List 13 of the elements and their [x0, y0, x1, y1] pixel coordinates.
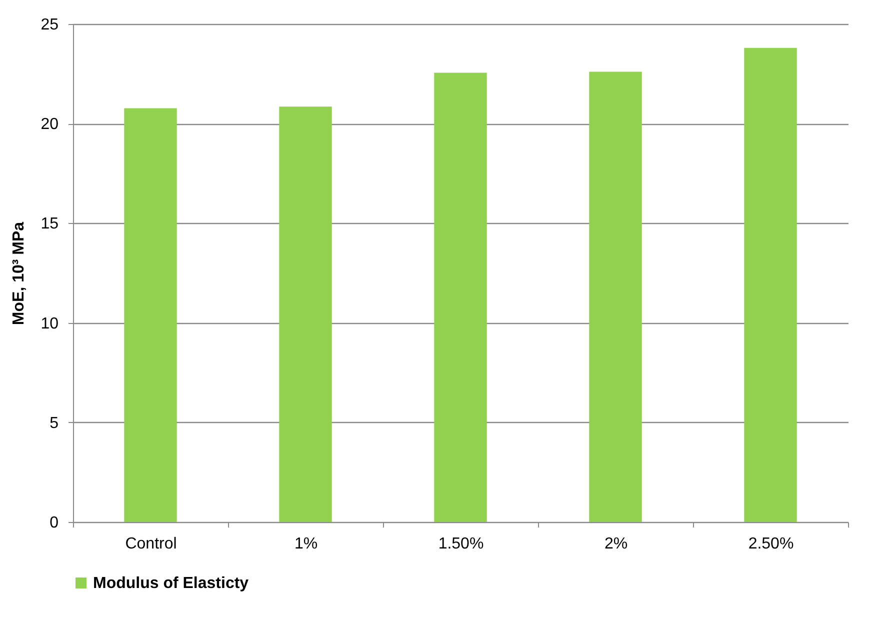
y-axis-title: MoE, 10³ MPa [10, 222, 28, 326]
y-tick-label: 15 [40, 216, 59, 233]
x-tick-label: 1% [294, 536, 318, 552]
y-tick-label: 0 [50, 514, 59, 532]
x-tick-label: 2% [604, 536, 628, 552]
x-tick-label: 2.50% [748, 536, 794, 552]
y-tick-label: 5 [50, 414, 59, 432]
legend-label: Modulus of Elasticty [93, 575, 249, 592]
y-tick-label: 10 [40, 315, 59, 332]
y-tick-label: 25 [40, 16, 59, 34]
x-tick-label: Control [125, 536, 177, 552]
y-tick-label: 20 [40, 116, 59, 134]
x-tick-label: 1.50% [438, 536, 484, 552]
